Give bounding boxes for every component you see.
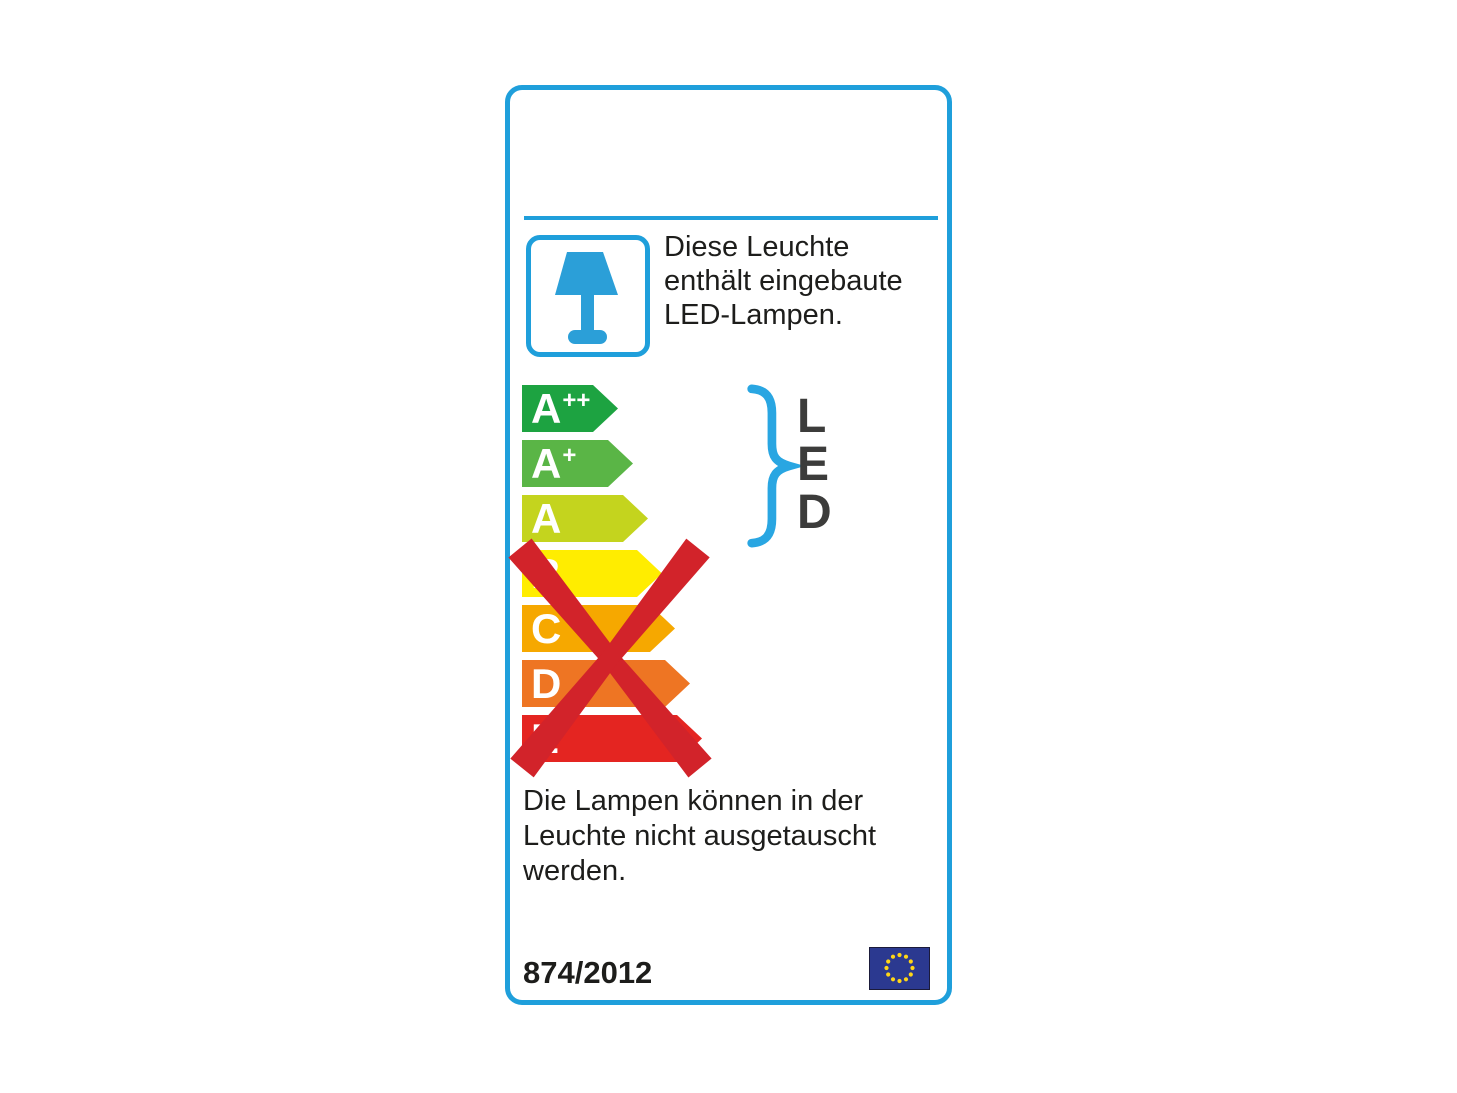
rating-grade-superscript: ++ xyxy=(562,387,591,414)
led-letter: L xyxy=(797,390,827,443)
red-cross-icon xyxy=(508,538,712,778)
lamp-note-line: LED-Lampen. xyxy=(664,299,843,331)
rating-grade: C xyxy=(531,604,562,652)
replacement-note-line: Leuchte nicht ausgetauscht xyxy=(523,820,877,852)
lamp-pictogram-box xyxy=(526,235,650,357)
regulation-number: 874/2012 xyxy=(523,955,653,990)
rating-grade: A xyxy=(531,384,562,432)
rating-arrow-a-plus: A + xyxy=(522,440,633,487)
brace-icon xyxy=(747,384,806,548)
replacement-note: Die Lampen können in der Leuchte nicht a… xyxy=(523,784,876,889)
lamp-note: Diese Leuchte enthält eingebaute LED-Lam… xyxy=(664,230,903,332)
rating-arrow-a-plus-plus: A ++ xyxy=(522,385,618,432)
lamp-note-line: Diese Leuchte xyxy=(664,231,850,263)
energy-label-card: Diese Leuchte enthält eingebaute LED-Lam… xyxy=(505,85,952,1005)
replacement-note-line: werden. xyxy=(523,855,627,887)
rating-grade: A xyxy=(531,439,562,487)
rating-arrow-a: A xyxy=(522,495,648,542)
eu-flag-icon xyxy=(869,947,930,990)
replacement-note-line: Die Lampen können in der xyxy=(523,785,864,817)
led-letter: D xyxy=(797,486,832,539)
led-letter: E xyxy=(797,438,830,491)
rating-grade-superscript: + xyxy=(562,442,577,469)
header-divider xyxy=(524,216,938,220)
table-lamp-icon xyxy=(555,252,618,344)
led-label: L E D xyxy=(797,393,832,537)
rating-grade: A xyxy=(531,494,562,542)
lamp-note-line: enthält eingebaute xyxy=(664,265,903,297)
rating-grade: D xyxy=(531,659,562,707)
